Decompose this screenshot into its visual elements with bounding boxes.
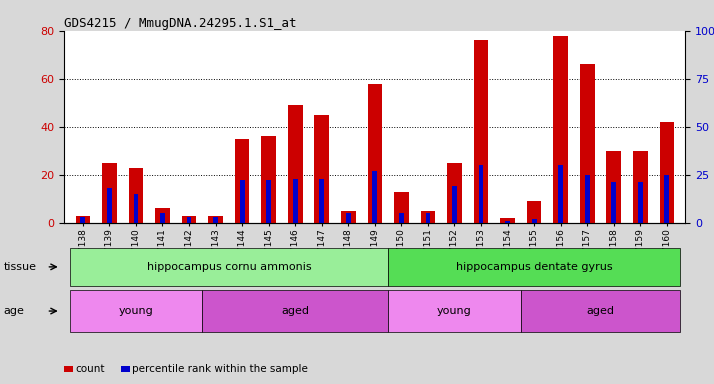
Bar bbox=[394, 192, 408, 223]
Bar bbox=[527, 201, 541, 223]
Bar bbox=[585, 175, 590, 223]
Bar bbox=[506, 221, 510, 223]
Bar bbox=[558, 165, 563, 223]
Bar bbox=[501, 218, 515, 223]
Bar bbox=[633, 151, 648, 223]
Text: hippocampus dentate gyrus: hippocampus dentate gyrus bbox=[456, 262, 613, 272]
Bar bbox=[155, 208, 170, 223]
Bar bbox=[665, 175, 669, 223]
Text: GDS4215 / MmugDNA.24295.1.S1_at: GDS4215 / MmugDNA.24295.1.S1_at bbox=[64, 17, 297, 30]
Bar bbox=[213, 217, 218, 223]
Bar bbox=[399, 213, 404, 223]
Text: hippocampus cornu ammonis: hippocampus cornu ammonis bbox=[146, 262, 311, 272]
Bar bbox=[266, 180, 271, 223]
Bar bbox=[319, 179, 324, 223]
Bar bbox=[426, 213, 431, 223]
Bar bbox=[606, 151, 621, 223]
Bar bbox=[235, 139, 249, 223]
Text: age: age bbox=[4, 306, 24, 316]
Bar bbox=[638, 182, 643, 223]
Text: young: young bbox=[437, 306, 472, 316]
Text: aged: aged bbox=[586, 306, 615, 316]
Bar bbox=[421, 211, 436, 223]
Bar bbox=[580, 64, 595, 223]
Bar bbox=[186, 217, 191, 223]
Text: young: young bbox=[119, 306, 154, 316]
Bar bbox=[76, 215, 90, 223]
Bar bbox=[373, 171, 377, 223]
Bar bbox=[346, 213, 351, 223]
Bar bbox=[368, 84, 382, 223]
Bar bbox=[660, 122, 674, 223]
Bar bbox=[341, 211, 356, 223]
Text: aged: aged bbox=[281, 306, 309, 316]
Bar bbox=[129, 167, 144, 223]
Bar bbox=[160, 213, 165, 223]
Bar bbox=[314, 115, 329, 223]
Text: count: count bbox=[75, 364, 104, 374]
Bar bbox=[240, 180, 244, 223]
Bar bbox=[102, 163, 116, 223]
Bar bbox=[208, 215, 223, 223]
Text: tissue: tissue bbox=[4, 262, 36, 272]
Bar bbox=[81, 217, 85, 223]
Bar bbox=[452, 186, 457, 223]
Bar bbox=[182, 215, 196, 223]
Bar bbox=[473, 40, 488, 223]
Bar bbox=[553, 36, 568, 223]
Bar bbox=[447, 163, 462, 223]
Bar bbox=[134, 194, 139, 223]
Bar bbox=[288, 105, 303, 223]
Bar bbox=[261, 136, 276, 223]
Bar bbox=[107, 188, 112, 223]
Bar bbox=[532, 219, 536, 223]
Bar bbox=[293, 179, 298, 223]
Bar bbox=[611, 182, 616, 223]
Bar bbox=[478, 165, 483, 223]
Text: percentile rank within the sample: percentile rank within the sample bbox=[132, 364, 308, 374]
